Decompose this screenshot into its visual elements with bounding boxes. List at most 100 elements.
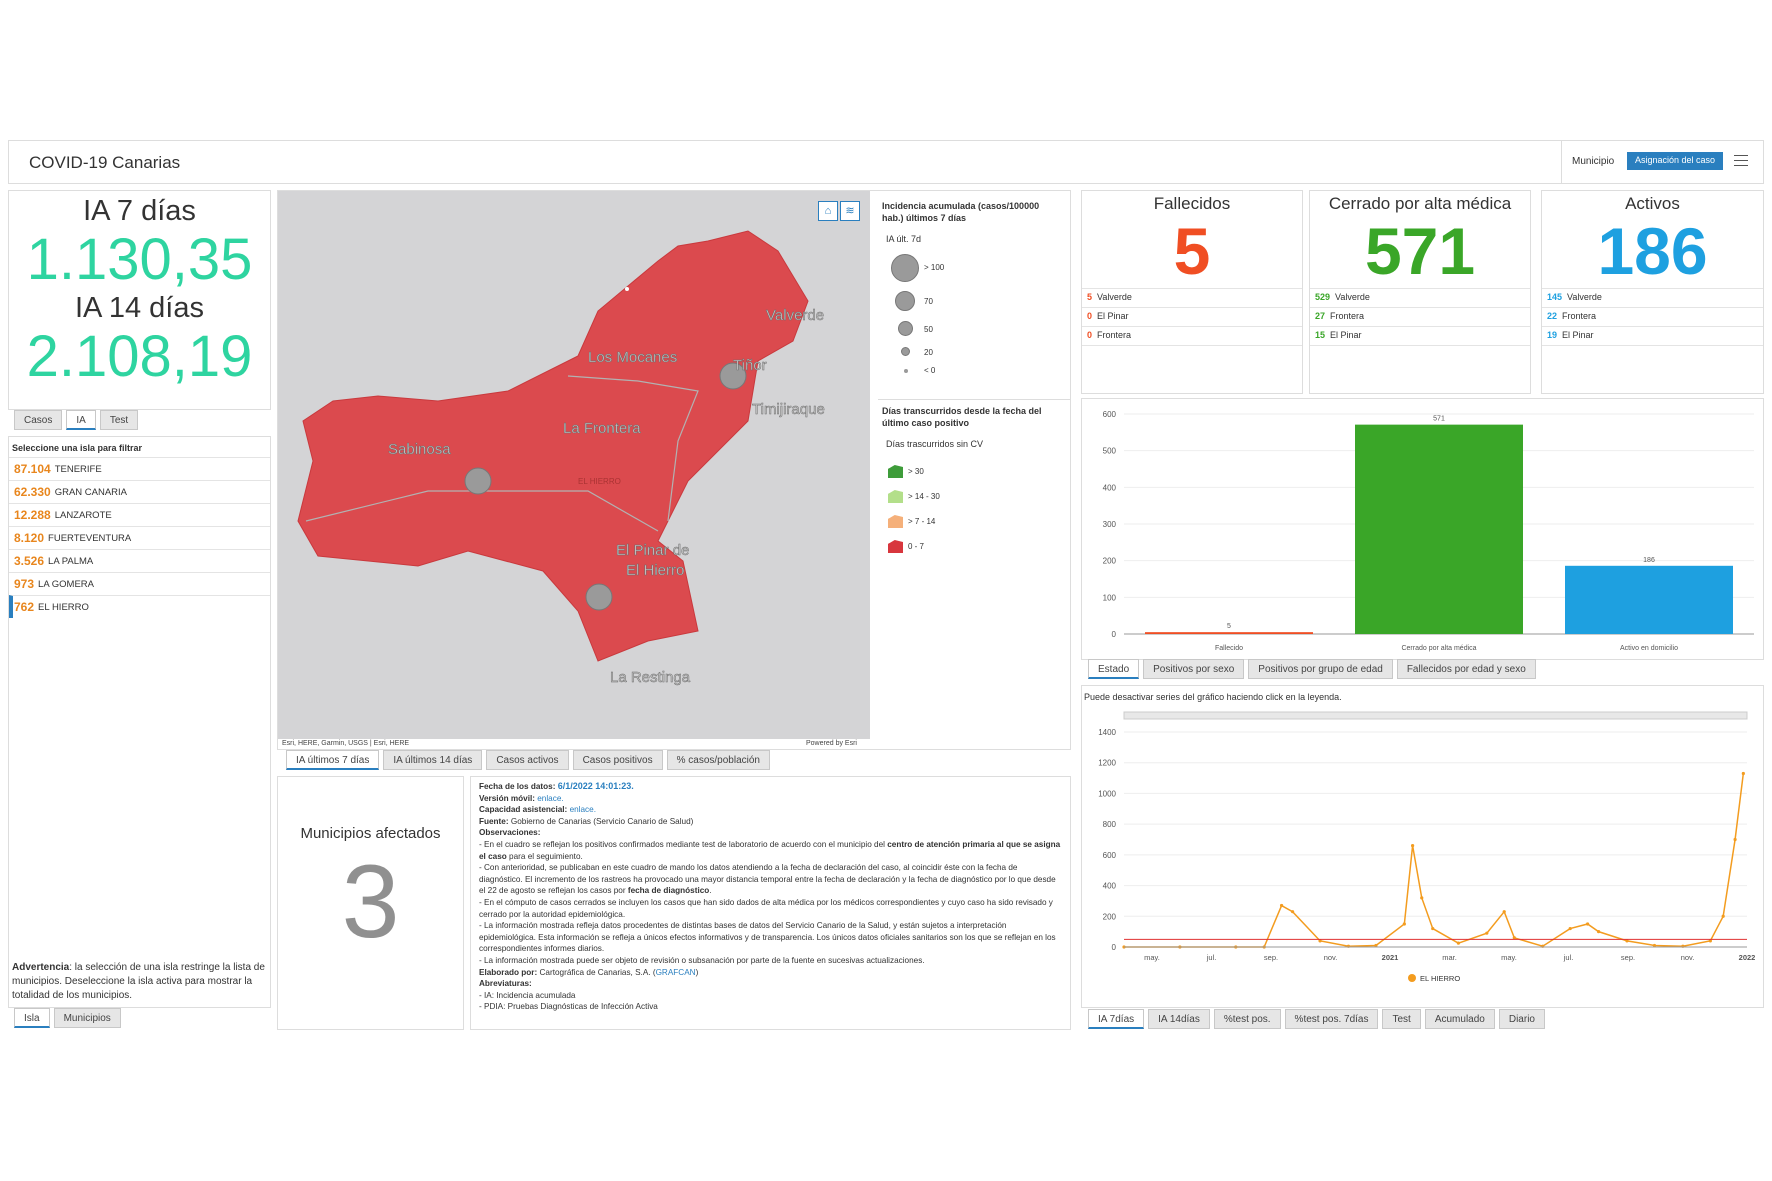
- municipio-label[interactable]: Municipio: [1572, 156, 1615, 167]
- tab-municipios[interactable]: Municipios: [53, 1008, 121, 1028]
- ia14-label: IA 14 días: [75, 292, 204, 324]
- card-row-name: Valverde: [1567, 292, 1602, 302]
- card-row[interactable]: 22 Frontera: [1542, 307, 1763, 326]
- tab-isla[interactable]: Isla: [14, 1008, 50, 1028]
- line-xtick: nov.: [1681, 953, 1695, 962]
- tab-ia14[interactable]: IA últimos 14 días: [383, 750, 483, 770]
- map-label-elpinar-2: El Hierro: [626, 562, 685, 580]
- card-row-count: 529: [1315, 292, 1331, 302]
- line-point: [1708, 939, 1712, 943]
- island-item[interactable]: 8.120 FUERTEVENTURA: [9, 526, 270, 549]
- line-point: [1733, 837, 1737, 842]
- tab-casos-positivos[interactable]: Casos positivos: [572, 750, 663, 770]
- line-point: [1420, 896, 1424, 900]
- bar-1: [1355, 424, 1523, 634]
- tab-ia7[interactable]: IA últimos 7 días: [286, 750, 380, 770]
- tab-acumulado[interactable]: Acumulado: [1424, 1009, 1495, 1029]
- line-point: [1596, 930, 1601, 934]
- legend-divider: [878, 399, 1070, 400]
- map-powered[interactable]: Powered by Esri: [806, 740, 857, 747]
- card-title: Activos: [1625, 194, 1680, 213]
- card-row[interactable]: 15 El Pinar: [1310, 326, 1530, 345]
- line-xtick: mar.: [1442, 953, 1457, 962]
- line-chart: 0 200 400 600 800 1000 1200 1400 may. jul. sep. nov…: [1098, 711, 1755, 983]
- capacidad-link[interactable]: enlace.: [569, 805, 596, 815]
- line-legend-label: EL HIERRO: [1420, 974, 1460, 983]
- map-panel: Valverde Los Mocanes Tiñor Timijiraque L…: [277, 190, 1071, 750]
- card-row[interactable]: 145 Valverde: [1542, 288, 1763, 307]
- home-icon[interactable]: ⌂: [818, 201, 838, 221]
- layers-icon[interactable]: ≋: [840, 201, 860, 221]
- map-tabs: IA últimos 7 días IA últimos 14 días Cas…: [286, 750, 770, 770]
- header-divider: [1561, 141, 1562, 183]
- grafcan-link[interactable]: GRAFCAN: [655, 967, 696, 977]
- map-view[interactable]: Valverde Los Mocanes Tiñor Timijiraque L…: [278, 191, 870, 739]
- card-row[interactable]: 0 El Pinar: [1082, 307, 1302, 326]
- card-row-name: Frontera: [1562, 311, 1597, 321]
- legend-circle-50: [898, 321, 913, 336]
- tab-sexo[interactable]: Positivos por sexo: [1143, 659, 1245, 679]
- line-xtick: jul.: [1563, 953, 1574, 962]
- menu-icon[interactable]: [1734, 155, 1748, 166]
- ia-panel: IA 7 días 1.130,35 IA 14 días 2.108,19: [8, 190, 271, 410]
- tab-fallecidos-edad[interactable]: Fallecidos por edad y sexo: [1396, 659, 1536, 679]
- map-label-tinor: Tiñor: [733, 357, 767, 375]
- bar-0: [1145, 632, 1313, 634]
- card-row-name: Frontera: [1097, 330, 1132, 340]
- card-row[interactable]: 529 Valverde: [1310, 288, 1530, 307]
- bar-chart: 0 100 200 300 400 500 600 5 Fallecido 571 Cerrado …: [1103, 410, 1754, 652]
- card-row-name: Valverde: [1335, 292, 1370, 302]
- legend-class: 0 - 7: [888, 534, 940, 559]
- card-row[interactable]: 0 Frontera: [1082, 326, 1302, 345]
- island-item[interactable]: 3.526 LA PALMA: [9, 549, 270, 572]
- tab-testpos7[interactable]: %test pos. 7días: [1284, 1009, 1379, 1029]
- range-scrollbar: [1123, 711, 1748, 720]
- line-series-elhierro: [1124, 773, 1745, 948]
- card-row[interactable]: 5 Valverde: [1082, 288, 1302, 307]
- bar-2: [1565, 565, 1733, 634]
- line-xtick: sep.: [1621, 953, 1635, 962]
- tab-ia[interactable]: IA: [66, 410, 96, 430]
- tab-lia14[interactable]: IA 14días: [1148, 1009, 1210, 1029]
- tab-casos-activos[interactable]: Casos activos: [486, 750, 569, 770]
- legend-circle-20: [901, 347, 910, 356]
- card-row[interactable]: 19 El Pinar: [1542, 326, 1763, 345]
- tab-lia7[interactable]: IA 7días: [1088, 1009, 1145, 1029]
- bar-tabs: Estado Positivos por sexo Positivos por …: [1088, 659, 1536, 679]
- asignacion-button[interactable]: Asignación del caso: [1627, 152, 1724, 170]
- tab-pct-casos[interactable]: % casos/población: [666, 750, 770, 770]
- tab-diario[interactable]: Diario: [1498, 1009, 1545, 1029]
- line-xtick: may.: [1144, 953, 1160, 962]
- island-item[interactable]: 12.288 LANZAROTE: [9, 503, 270, 526]
- card-row[interactable]: 27 Frontera: [1310, 307, 1530, 326]
- ia-circle-sabinosa: [464, 467, 492, 495]
- map-label-losmocanes: Los Mocanes: [588, 349, 678, 367]
- card-title: Cerrado por alta médica: [1328, 194, 1512, 213]
- tab-estado[interactable]: Estado: [1088, 659, 1140, 679]
- bar-value-label: 5: [1227, 623, 1231, 630]
- tab-testpos[interactable]: %test pos.: [1213, 1009, 1281, 1029]
- movil-link[interactable]: enlace.: [537, 793, 564, 803]
- island-polygon: [297, 230, 809, 662]
- line-xtick: 2021: [1382, 953, 1399, 962]
- tab-edad[interactable]: Positivos por grupo de edad: [1248, 659, 1393, 679]
- line-xtick: may.: [1501, 953, 1517, 962]
- tab-casos[interactable]: Casos: [14, 410, 63, 430]
- line-chart-panel: Puede desactivar series del gráfico haci…: [1081, 685, 1764, 1008]
- card-row-count: 15: [1315, 330, 1326, 340]
- card-value: 5: [1173, 214, 1211, 288]
- island-item[interactable]: 762 EL HIERRO: [9, 595, 270, 618]
- island-item[interactable]: 973 LA GOMERA: [9, 572, 270, 595]
- legend-marker: [1408, 974, 1416, 982]
- legend-class-label: > 30: [908, 467, 924, 476]
- legend-circle-100: [891, 254, 919, 282]
- tab-test-chart[interactable]: Test: [1382, 1009, 1421, 1029]
- tab-test[interactable]: Test: [99, 410, 139, 430]
- island-heading: Seleccione una isla para filtrar: [12, 443, 143, 453]
- card-value: 571: [1364, 214, 1476, 288]
- island-item[interactable]: 62.330 GRAN CANARIA: [9, 480, 270, 503]
- bar-value-label: 186: [1643, 557, 1655, 564]
- line-ytick: 400: [1103, 882, 1117, 891]
- left-tabs: Casos IA Test: [14, 410, 139, 430]
- island-item[interactable]: 87.104 TENERIFE: [9, 457, 270, 480]
